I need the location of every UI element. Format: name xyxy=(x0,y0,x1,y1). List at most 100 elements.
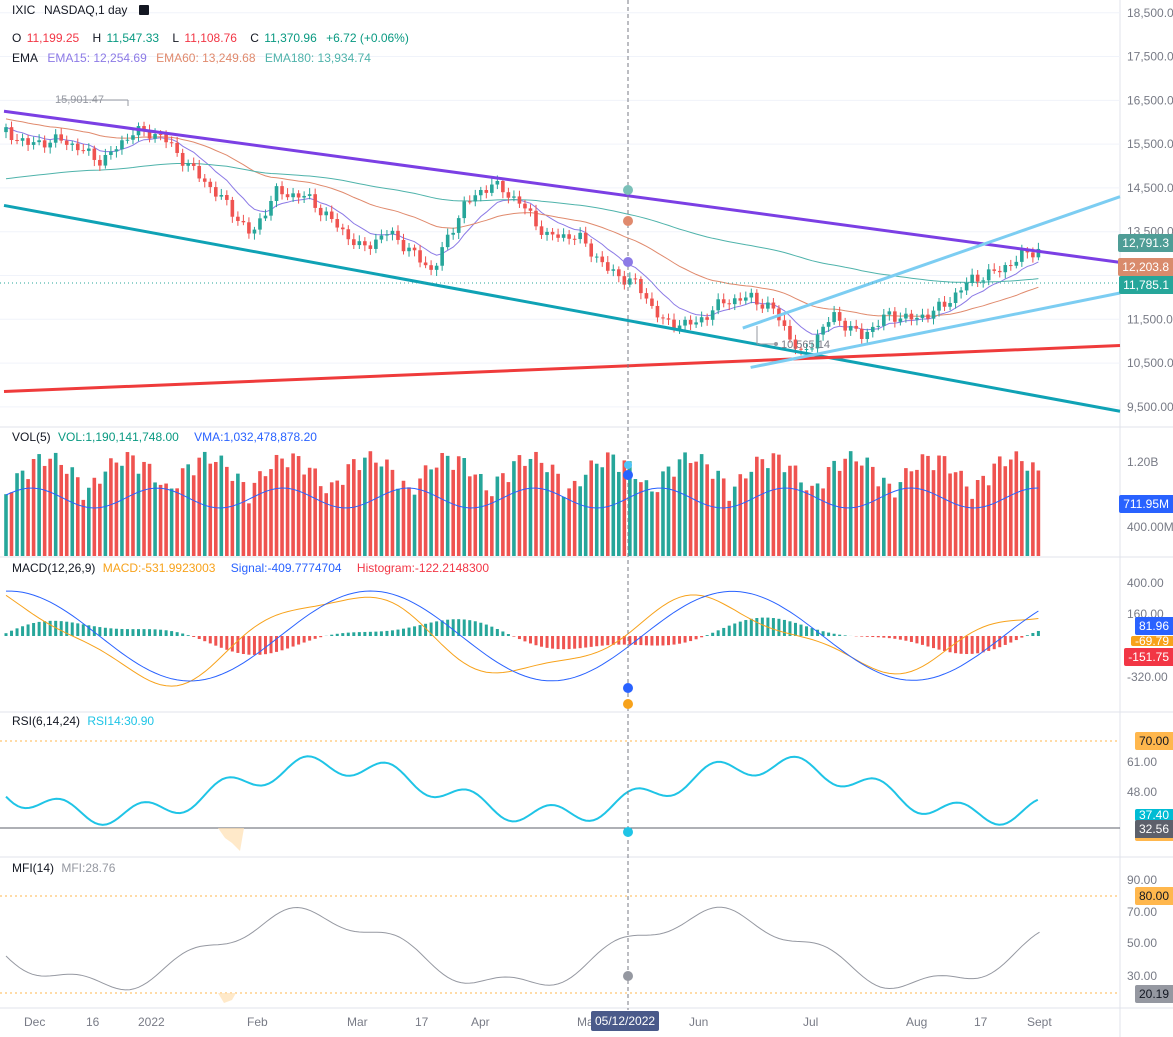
macd-hist-bar xyxy=(440,620,444,636)
mfi-legend[interactable]: MFI(14) MFI:28.76 xyxy=(12,861,117,875)
legend-menu-icon[interactable] xyxy=(138,5,149,15)
price-tick: 11,500.00 xyxy=(1127,312,1173,326)
macd-hist-bar xyxy=(584,636,588,648)
volume-bar xyxy=(760,459,765,556)
rsi-legend[interactable]: RSI(6,14,24) RSI14:30.90 xyxy=(12,714,156,728)
macd-hist-bar xyxy=(506,634,510,636)
candle-body xyxy=(329,211,334,220)
volume-bar xyxy=(37,454,41,556)
ema-legend[interactable]: EMA EMA15: 12,254.69 EMA60: 13,249.68 EM… xyxy=(12,51,373,65)
macd-hist-bar xyxy=(230,636,234,652)
macd-hist-bar xyxy=(865,636,869,637)
macd-legend[interactable]: MACD(12,26,9) MACD:-531.9923003 Signal:-… xyxy=(12,561,491,575)
candle-body xyxy=(340,227,345,230)
volume-bar xyxy=(534,451,538,556)
candle-body xyxy=(48,142,52,148)
macd-hist-bar xyxy=(727,625,731,636)
candle-body xyxy=(467,201,472,203)
macd-hist-bar xyxy=(672,636,676,645)
crosshair-date-label: 05/12/2022 xyxy=(591,1011,660,1031)
candle-body xyxy=(666,318,671,320)
volume-bar xyxy=(666,466,671,556)
mfi-pane[interactable] xyxy=(0,895,1120,1003)
macd-hist-bar xyxy=(650,636,654,646)
price-axis[interactable]: 18,500.00 17,500.00 16,500.00 15,500.00 14,5… xyxy=(1127,6,1173,414)
volume-pane[interactable] xyxy=(4,451,1041,556)
volume-bar xyxy=(572,480,577,556)
volume-bar xyxy=(280,458,284,556)
volume-bar xyxy=(285,467,290,556)
macd-hist-bar xyxy=(501,631,505,636)
time-tick: 17 xyxy=(974,1015,988,1029)
candle-body xyxy=(815,334,820,349)
macd-hist-bar xyxy=(252,636,256,655)
volume-bar xyxy=(120,465,124,556)
symbol[interactable]: IXIC xyxy=(12,3,36,17)
macd-hist-bar xyxy=(992,636,996,650)
candle-body xyxy=(285,194,290,198)
macd-hist-bar xyxy=(1009,636,1013,643)
candle-body xyxy=(313,194,317,208)
candle-body xyxy=(153,134,157,139)
macd-hist-bar xyxy=(821,631,825,636)
macd-hist-bar xyxy=(236,636,240,653)
candle-body xyxy=(600,256,605,263)
candle-body xyxy=(799,348,803,350)
volume-bar xyxy=(313,468,317,556)
macd-hist-bar xyxy=(760,617,764,636)
candle-body xyxy=(755,292,759,305)
macd-line-badge: -69.79 xyxy=(1130,636,1173,646)
volume-bar xyxy=(705,464,709,556)
rsi-pane[interactable] xyxy=(0,740,1120,851)
candle-body xyxy=(180,152,185,166)
candle-body xyxy=(644,293,649,299)
volume-bar xyxy=(241,482,246,556)
trendlines[interactable] xyxy=(3,109,1121,413)
volume-bar xyxy=(136,473,141,556)
time-tick: Feb xyxy=(247,1015,268,1029)
macd-hist-bar xyxy=(10,630,14,636)
crosshair-vma-dot xyxy=(623,470,633,480)
candle-body xyxy=(804,349,809,351)
macd-hist-bar xyxy=(976,636,980,654)
macd-pane[interactable] xyxy=(4,590,1040,687)
volume-bar xyxy=(368,451,373,556)
volume-bar xyxy=(429,469,433,556)
price-grid xyxy=(0,12,1120,408)
volume-bar xyxy=(909,471,914,556)
volume-bar xyxy=(981,475,985,556)
volume-bar xyxy=(959,470,963,556)
volume-bar xyxy=(4,494,8,556)
candle-body xyxy=(357,241,362,246)
volume-bar xyxy=(893,497,897,556)
price-pane[interactable]: 15,901.47 10,565.14 xyxy=(0,94,1121,413)
volume-bar xyxy=(710,478,715,556)
volume-bar xyxy=(777,454,781,556)
volume-bar xyxy=(578,486,582,556)
volume-bar xyxy=(147,463,152,556)
candle-body xyxy=(346,229,351,240)
macd-hist-bar xyxy=(374,631,378,636)
macd-hist-bar xyxy=(313,636,317,639)
macd-hist-bar xyxy=(468,620,472,636)
macd-histogram xyxy=(4,617,1040,655)
rsi14-value: RSI14:30.90 xyxy=(87,714,155,728)
macd-hist-bar xyxy=(716,630,720,636)
volume-bar xyxy=(131,455,135,556)
symbol-legend[interactable]: IXIC NASDAQ,1 day xyxy=(12,3,151,17)
volume-bar xyxy=(738,474,743,556)
macd-hist-bar xyxy=(48,620,52,636)
time-axis[interactable]: Dec 16 2022 Feb Mar 17 Apr Ma Jun Jul Aug 17 Sept xyxy=(24,1015,1052,1029)
macd-hist-bar xyxy=(92,626,96,636)
volume-legend[interactable]: VOL(5) VOL:1,190,141,748.00 VMA:1,032,47… xyxy=(12,430,319,444)
macd-hist-bar xyxy=(705,635,709,636)
volume-bar xyxy=(357,470,362,556)
volume-bar xyxy=(175,488,179,556)
candle-body xyxy=(456,218,461,233)
volume-bar xyxy=(904,468,908,556)
signal-value: Signal:-409.7774704 xyxy=(230,561,342,575)
volume-bar xyxy=(451,469,455,556)
macd-hist-bar xyxy=(970,636,974,654)
candle-body xyxy=(970,274,974,283)
